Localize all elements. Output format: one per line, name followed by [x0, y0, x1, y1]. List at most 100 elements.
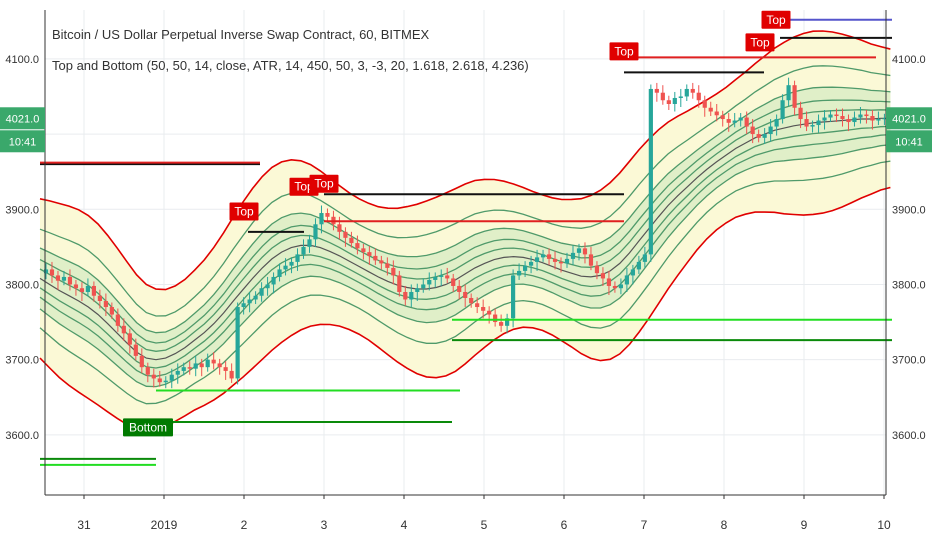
- candle-body: [720, 115, 725, 120]
- candle-body: [702, 100, 707, 108]
- x-tick-label: 6: [561, 518, 568, 532]
- price-tag: [886, 107, 932, 130]
- price-tag-label: 4021.0: [892, 113, 926, 125]
- candle-body: [786, 85, 791, 101]
- signal-label: Top: [234, 205, 254, 219]
- candle-body: [654, 88, 659, 93]
- candle-body: [85, 285, 91, 292]
- candle-body: [624, 275, 629, 285]
- candle-body: [199, 363, 204, 368]
- time-tag: [886, 130, 932, 153]
- candle-body: [259, 288, 264, 296]
- band-upper-2: [39, 86, 891, 334]
- candle-body: [846, 119, 851, 123]
- candle-body: [606, 278, 612, 286]
- candle-body: [373, 255, 378, 261]
- candle-body: [858, 114, 863, 118]
- candle-body: [528, 261, 534, 266]
- band-fill: [40, 31, 891, 432]
- candle-body: [546, 254, 552, 259]
- candle-body: [409, 291, 414, 300]
- candle-body: [61, 276, 67, 281]
- candle-body: [511, 275, 516, 319]
- candle-body: [103, 301, 108, 308]
- candle-body: [379, 260, 384, 264]
- candle-body: [79, 288, 85, 292]
- candle-body: [169, 374, 174, 381]
- candle-body: [481, 307, 486, 311]
- y-tick-label-right: 3800.0: [892, 279, 926, 291]
- candle-body: [780, 100, 785, 120]
- band-upper-3: [39, 65, 891, 317]
- candle-body: [600, 273, 606, 279]
- candle-body: [439, 275, 444, 277]
- x-tick-label: 2: [241, 518, 248, 532]
- y-tick-label-right: 3600.0: [892, 430, 926, 442]
- candle-body: [648, 88, 653, 255]
- candle-body: [804, 119, 809, 127]
- candle-body: [840, 116, 845, 120]
- time-tag-label: 10:41: [9, 136, 37, 148]
- candle-body: [133, 344, 138, 356]
- x-tick-label: 10: [877, 518, 891, 532]
- candle-body: [187, 367, 192, 369]
- y-tick-label-right: 3900.0: [892, 204, 926, 216]
- candle-body: [768, 126, 773, 135]
- candle-body: [127, 333, 132, 345]
- candle-body: [175, 370, 180, 375]
- candle-body: [415, 288, 420, 292]
- x-tick-label: 9: [801, 518, 808, 532]
- candle-body: [864, 114, 869, 117]
- candle-body: [870, 116, 875, 121]
- candle-body: [307, 239, 312, 247]
- candle-body: [744, 117, 749, 127]
- candle-body: [732, 120, 737, 123]
- candle-body: [433, 276, 438, 280]
- y-tick-label-right: 4100.0: [892, 54, 926, 66]
- x-tick-label: 8: [721, 518, 728, 532]
- candle-body: [427, 279, 432, 285]
- band-upper-0: [39, 109, 891, 352]
- signal-box: [745, 33, 775, 52]
- candle-body: [193, 363, 198, 369]
- candle-body: [217, 363, 222, 368]
- candle-body: [277, 269, 282, 277]
- candle-body: [451, 278, 456, 286]
- candle-body: [696, 92, 701, 101]
- candle-body: [301, 246, 306, 255]
- candle-body: [313, 224, 318, 240]
- x-tick-label: 5: [481, 518, 488, 532]
- candle-body: [343, 231, 348, 238]
- candle-body: [241, 303, 246, 308]
- candle-body: [385, 263, 390, 268]
- candle-body: [690, 88, 695, 93]
- candle-body: [265, 284, 270, 289]
- candle-body: [816, 120, 821, 126]
- inner-band-fill: [40, 87, 891, 387]
- signal-label: Top: [294, 180, 314, 194]
- candle-body: [499, 322, 504, 326]
- candle-body: [493, 314, 498, 323]
- x-tick-label: 4: [401, 518, 408, 532]
- candle-body: [97, 295, 102, 301]
- candle-body: [564, 258, 570, 264]
- candle-body: [762, 134, 767, 138]
- x-tick-label: 2019: [151, 518, 178, 532]
- candle-body: [642, 254, 647, 262]
- time-tag: [0, 130, 45, 153]
- candle-body: [708, 107, 713, 112]
- candle-body: [618, 284, 624, 289]
- candle-body: [121, 325, 126, 334]
- candle-body: [684, 88, 689, 97]
- candlesticks: [43, 77, 887, 389]
- price-tag: [0, 107, 45, 130]
- candle-body: [73, 284, 79, 289]
- candle-body: [534, 257, 540, 262]
- candle-body: [774, 119, 779, 127]
- signal-box: [229, 202, 259, 221]
- candle-body: [852, 117, 857, 123]
- candle-body: [576, 248, 582, 253]
- candle-body: [109, 307, 114, 315]
